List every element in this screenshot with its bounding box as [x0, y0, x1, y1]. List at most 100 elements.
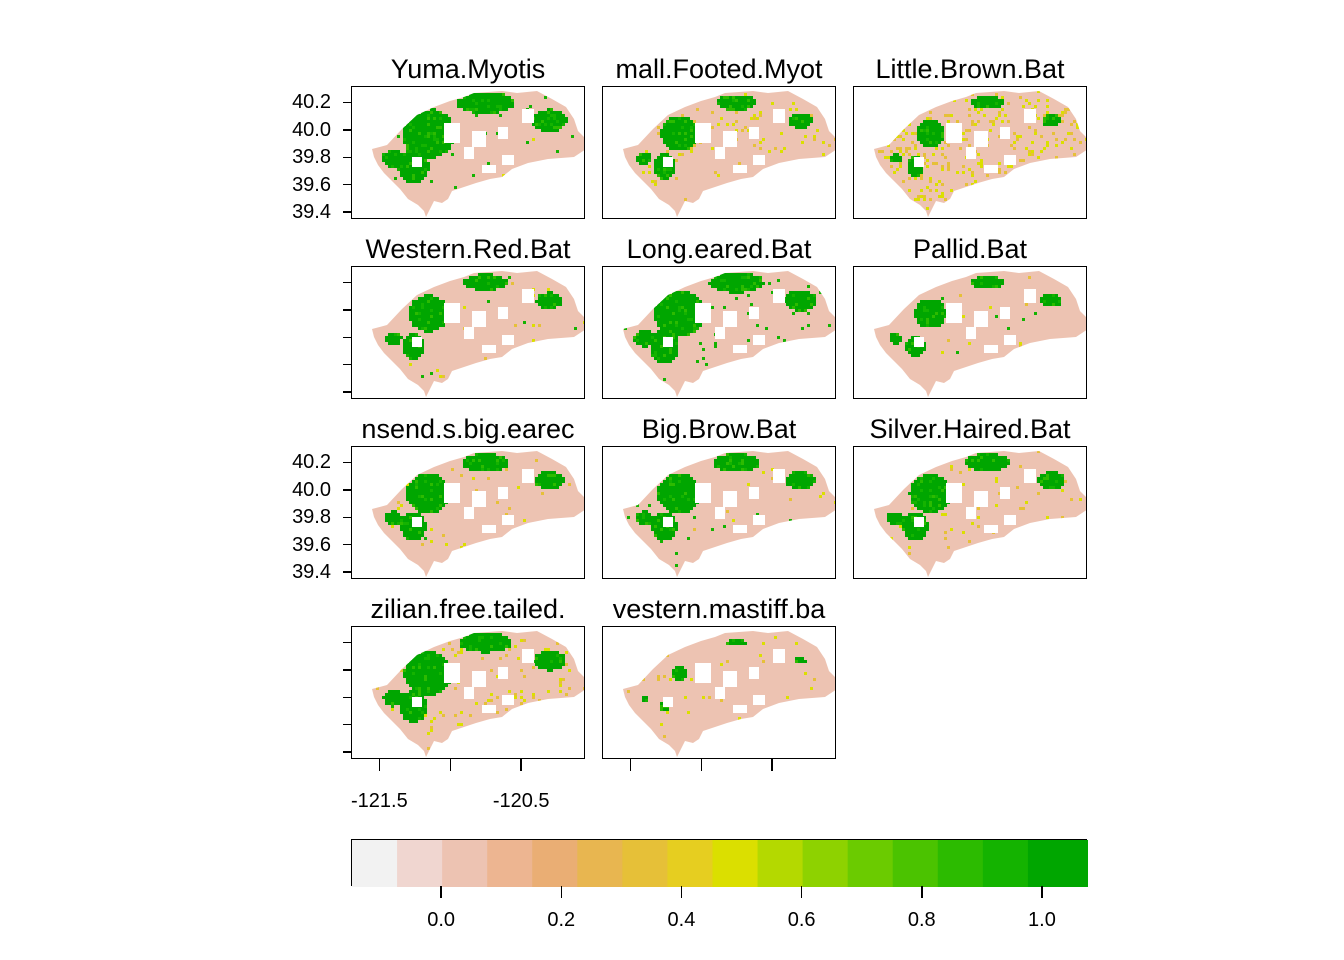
- raster-cell: [929, 141, 932, 144]
- raster-cell: [923, 198, 926, 201]
- raster-cell: [974, 123, 977, 126]
- raster-cell: [418, 498, 421, 501]
- raster-cell: [998, 168, 1001, 171]
- raster-cell: [929, 123, 932, 126]
- raster-cell: [657, 315, 660, 318]
- raster-cell: [406, 681, 409, 684]
- raster-cell: [798, 291, 801, 294]
- raster-cell: [687, 309, 690, 312]
- no-data-area: [749, 307, 759, 319]
- raster-cell: [421, 717, 424, 720]
- raster-cell: [657, 312, 660, 315]
- raster-cell: [795, 471, 798, 474]
- raster-cell: [932, 123, 935, 126]
- raster-cell: [409, 141, 412, 144]
- raster-cell: [669, 147, 672, 150]
- raster-cell: [822, 141, 825, 144]
- raster-cell: [418, 144, 421, 147]
- raster-cell: [421, 171, 424, 174]
- raster-cell: [660, 156, 663, 159]
- raster-cell: [1025, 501, 1028, 504]
- raster-cell: [421, 309, 424, 312]
- raster-cell: [654, 159, 657, 162]
- raster-cell: [687, 315, 690, 318]
- raster-cell: [565, 651, 568, 654]
- raster-cell: [415, 537, 418, 540]
- raster-cell: [418, 534, 421, 537]
- raster-cell: [729, 102, 732, 105]
- raster-cell: [729, 465, 732, 468]
- raster-cell: [651, 336, 654, 339]
- raster-cell: [415, 318, 418, 321]
- raster-cell: [553, 474, 556, 477]
- y-tick-label: 40.2: [292, 451, 331, 474]
- raster-cell: [935, 315, 938, 318]
- raster-cell: [484, 108, 487, 111]
- raster-cell: [415, 312, 418, 315]
- raster-cell: [938, 498, 941, 501]
- raster-cell: [544, 651, 547, 654]
- raster-cell: [917, 198, 920, 201]
- raster-cell: [1061, 474, 1064, 477]
- raster-cell: [430, 126, 433, 129]
- raster-cell: [409, 684, 412, 687]
- raster-cell: [741, 129, 744, 132]
- raster-cell: [920, 306, 923, 309]
- raster-cell: [406, 663, 409, 666]
- raster-cell: [890, 336, 893, 339]
- raster-cell: [1049, 477, 1052, 480]
- raster-cell: [753, 114, 756, 117]
- raster-cell: [642, 162, 645, 165]
- raster-cell: [436, 327, 439, 330]
- raster-cell: [487, 282, 490, 285]
- raster-cell: [1046, 294, 1049, 297]
- raster-cell: [878, 150, 881, 153]
- raster-cell: [478, 102, 481, 105]
- raster-cell: [810, 477, 813, 480]
- y-tick: [343, 543, 351, 546]
- raster-cell: [723, 462, 726, 465]
- raster-cell: [693, 120, 696, 123]
- raster-cell: [654, 522, 657, 525]
- raster-cell: [911, 522, 914, 525]
- raster-cell: [1052, 480, 1055, 483]
- raster-cell: [1055, 477, 1058, 480]
- raster-cell: [481, 462, 484, 465]
- raster-cell: [654, 528, 657, 531]
- raster-cell: [672, 162, 675, 165]
- raster-cell: [926, 324, 929, 327]
- raster-cell: [436, 510, 439, 513]
- raster-cell: [550, 120, 553, 123]
- raster-cell: [436, 684, 439, 687]
- raster-cell: [430, 510, 433, 513]
- raster-cell: [735, 129, 738, 132]
- raster-cell: [762, 282, 765, 285]
- raster-cell: [493, 105, 496, 108]
- raster-cell: [687, 492, 690, 495]
- raster-cell: [496, 105, 499, 108]
- raster-cell: [720, 462, 723, 465]
- raster-cell: [657, 174, 660, 177]
- raster-cell: [421, 114, 424, 117]
- raster-cell: [657, 339, 660, 342]
- raster-cell: [448, 117, 451, 120]
- raster-cell: [645, 162, 648, 165]
- raster-cell: [478, 462, 481, 465]
- raster-cell: [678, 486, 681, 489]
- raster-cell: [484, 633, 487, 636]
- raster-cell: [923, 534, 926, 537]
- raster-cell: [672, 324, 675, 327]
- raster-cell: [807, 123, 810, 126]
- raster-cell: [415, 333, 418, 336]
- raster-cell: [1016, 138, 1019, 141]
- raster-cell: [1046, 477, 1049, 480]
- raster-cell: [409, 501, 412, 504]
- raster-cell: [400, 525, 403, 528]
- raster-cell: [481, 645, 484, 648]
- raster-cell: [397, 336, 400, 339]
- region-base: [874, 271, 1086, 397]
- raster-cell: [789, 303, 792, 306]
- raster-cell: [941, 489, 944, 492]
- raster-cell: [890, 519, 893, 522]
- raster-cell: [421, 483, 424, 486]
